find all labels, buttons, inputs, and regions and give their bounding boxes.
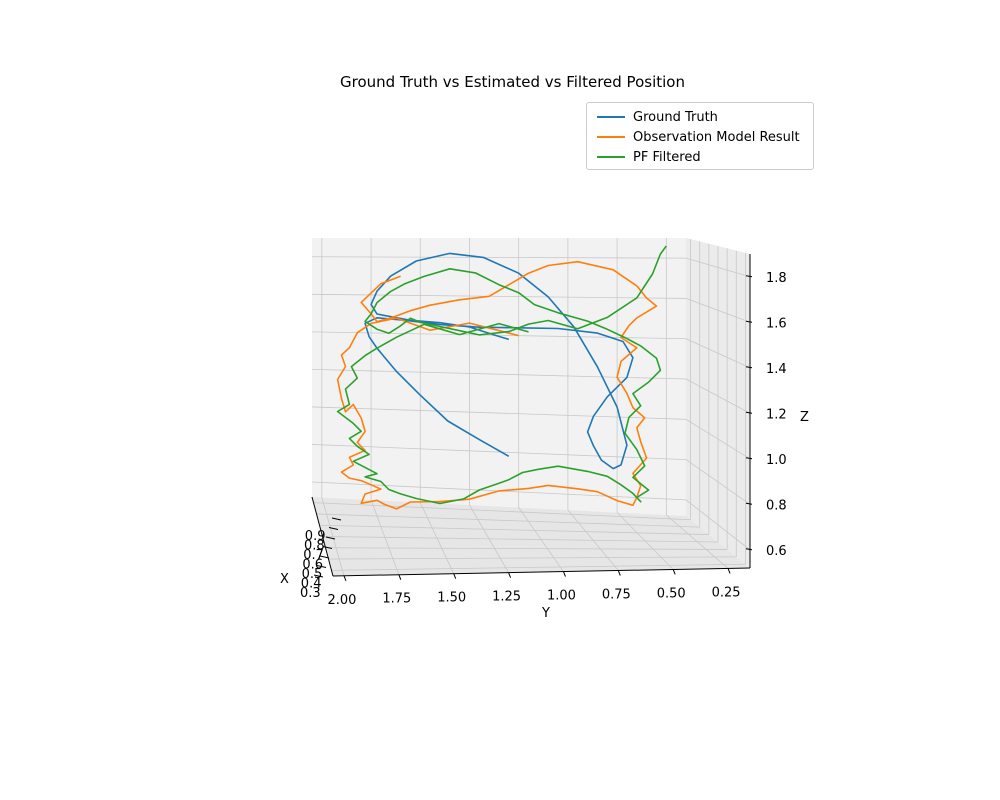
tick-labels: 2.00 1.75 1.50 1.25 1.00 0.75 0.50 0.25 0.6 0.8 1.… bbox=[300, 271, 787, 608]
x-tick-mark bbox=[313, 574, 324, 578]
z-tick-mark bbox=[745, 502, 753, 505]
legend-swatch-observation bbox=[597, 136, 625, 138]
grid-line-z bbox=[311, 406, 687, 420]
legend-label: PF Filtered bbox=[633, 149, 701, 165]
grid-lines bbox=[311, 238, 751, 576]
x-tick-label: 0.5 bbox=[302, 567, 323, 582]
legend-item-ground-truth: Ground Truth bbox=[597, 108, 718, 126]
x-tick-label: 0.4 bbox=[301, 577, 322, 592]
z-tick-label: 1.8 bbox=[766, 271, 787, 286]
legend-item-pf-filtered: PF Filtered bbox=[597, 148, 701, 166]
grid-line-x-floor bbox=[313, 502, 691, 521]
y-tick-mark bbox=[617, 570, 621, 576]
y-tick-label: 2.00 bbox=[327, 593, 356, 608]
series-line-pf-filtered bbox=[336, 245, 667, 505]
x-axis-label: X bbox=[280, 572, 289, 587]
z-tick-label: 1.4 bbox=[766, 362, 787, 377]
z-tick-label: 1.6 bbox=[766, 316, 787, 331]
grid-line-z bbox=[311, 256, 687, 259]
legend-label: Observation Model Result bbox=[633, 129, 800, 145]
x-tick-mark bbox=[319, 555, 330, 559]
series-line-ground-truth bbox=[364, 252, 634, 470]
x-tick-label: 0.3 bbox=[300, 586, 321, 601]
x-tick-mark bbox=[325, 536, 336, 540]
z-tick-label: 0.6 bbox=[766, 544, 787, 559]
z-tick-mark bbox=[745, 366, 753, 369]
grid-line-z bbox=[311, 293, 687, 299]
axis-lines bbox=[311, 254, 751, 577]
y-tick-mark bbox=[672, 569, 676, 575]
z-axis-label: Z bbox=[800, 410, 809, 425]
y-tick-label: 1.00 bbox=[547, 589, 576, 604]
y-tick-label: 0.75 bbox=[602, 588, 631, 603]
z-tick-mark bbox=[745, 548, 753, 551]
series-lines bbox=[336, 245, 667, 510]
z-tick-mark bbox=[745, 411, 753, 414]
y-tick-label: 0.50 bbox=[657, 586, 686, 601]
y-tick-mark bbox=[508, 572, 512, 578]
legend-swatch-pf-filtered bbox=[597, 156, 625, 158]
x-tick-label: 0.9 bbox=[305, 529, 326, 544]
z-tick-label: 1.0 bbox=[766, 453, 787, 468]
grid-line-x-floor bbox=[319, 524, 709, 535]
z-tick-mark bbox=[745, 457, 753, 460]
y-tick-mark bbox=[562, 571, 566, 577]
y-tick-mark bbox=[727, 568, 731, 574]
z-tick-label: 1.2 bbox=[766, 407, 787, 422]
x-tick-label: 0.7 bbox=[303, 548, 324, 563]
y-tick-label: 1.75 bbox=[382, 592, 411, 607]
grid-line-z bbox=[311, 368, 687, 380]
legend-label: Ground Truth bbox=[633, 109, 718, 125]
y-axis-line bbox=[332, 567, 751, 577]
x-tick-mark bbox=[316, 565, 327, 568]
axes-panes bbox=[312, 238, 750, 576]
grid-line-x-floor bbox=[322, 536, 719, 543]
z-tick-mark bbox=[745, 275, 753, 278]
z-tick-mark bbox=[745, 320, 753, 323]
y-tick-label: 1.25 bbox=[492, 590, 521, 605]
x-tick-mark bbox=[322, 546, 333, 549]
x-axis-line bbox=[311, 496, 334, 577]
y-tick-mark bbox=[343, 575, 347, 581]
x-tick-label: 0.8 bbox=[304, 539, 325, 554]
legend: Ground Truth Observation Model Result PF… bbox=[586, 102, 814, 170]
y-axis-label: Y bbox=[541, 606, 550, 621]
x-tick-mark bbox=[331, 517, 342, 521]
legend-swatch-ground-truth bbox=[597, 116, 625, 118]
y-tick-label: 1.50 bbox=[437, 591, 466, 606]
chart-title: Ground Truth vs Estimated vs Filtered Po… bbox=[340, 73, 685, 91]
floor-pane bbox=[312, 497, 750, 576]
back-pane bbox=[312, 238, 686, 516]
x-tick-mark bbox=[328, 527, 339, 530]
grid-line-x-floor bbox=[331, 563, 746, 571]
z-tick-label: 0.8 bbox=[766, 498, 787, 513]
x-tick-label: 0.6 bbox=[302, 558, 323, 573]
grid-line-x-floor bbox=[328, 556, 737, 560]
series-line-observation-model-result bbox=[336, 260, 658, 510]
grid-line-x-floor bbox=[316, 513, 700, 528]
grid-line-x-floor bbox=[325, 547, 728, 550]
y-tick-mark bbox=[398, 574, 402, 580]
y-tick-label: 0.25 bbox=[712, 585, 741, 600]
legend-item-observation: Observation Model Result bbox=[597, 128, 800, 146]
y-tick-mark bbox=[453, 573, 457, 579]
